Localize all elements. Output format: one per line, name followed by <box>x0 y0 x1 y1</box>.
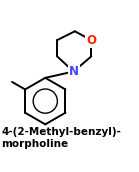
Text: 4-(2-Methyl-benzyl)-
morpholine: 4-(2-Methyl-benzyl)- morpholine <box>1 127 121 149</box>
Text: O: O <box>86 34 96 47</box>
Text: N: N <box>69 65 79 78</box>
